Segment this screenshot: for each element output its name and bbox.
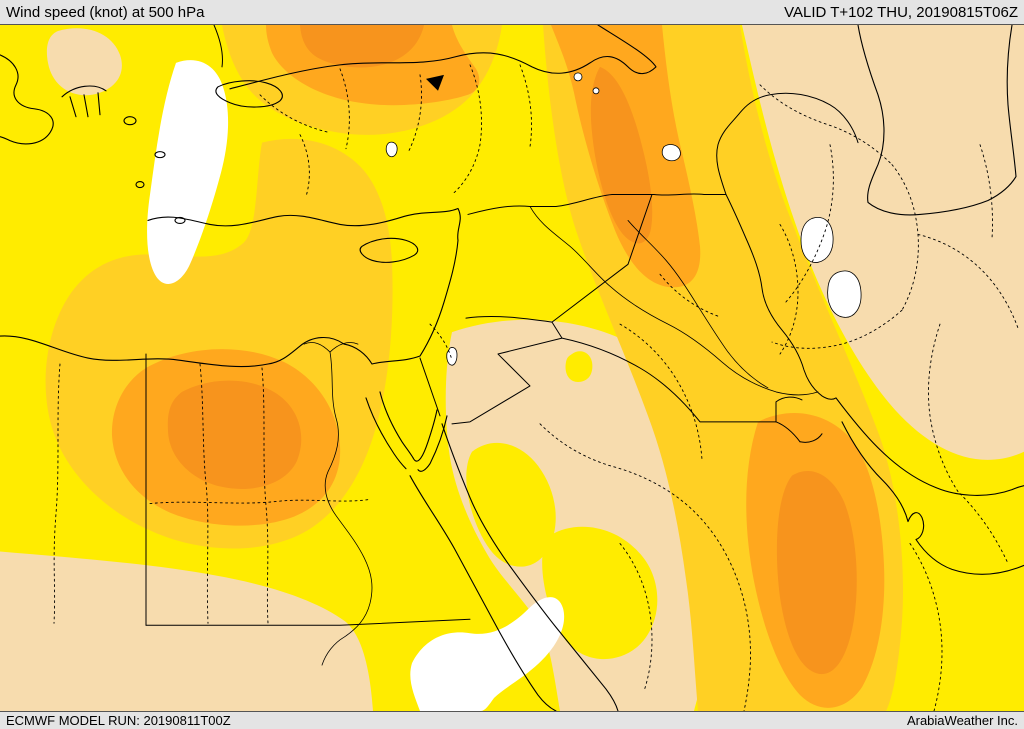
lake-urmia [800, 217, 834, 263]
cyprus-island [359, 237, 419, 263]
aegean-island-3 [135, 180, 145, 189]
coastlines [0, 25, 1024, 711]
dotted-egypt-3 [149, 499, 369, 505]
reservoir-2 [592, 87, 600, 95]
contours-cream [0, 25, 1024, 711]
black-sea-coast [229, 25, 657, 90]
footer-bar: ECMWF MODEL RUN: 20190811T00Z ArabiaWeat… [0, 712, 1024, 729]
dark-lake-marker [426, 74, 444, 91]
dotted-saudi-1 [539, 423, 751, 711]
dotted-saudi-2 [619, 543, 653, 692]
aegean-island-2 [154, 151, 166, 159]
contour-cream-bottomleft [0, 551, 373, 711]
rivers [303, 206, 819, 666]
wind-speed-map-svg [0, 25, 1024, 711]
lake-van [661, 144, 681, 162]
wind-minimum-west-turkey [147, 60, 229, 284]
dotted-iran-5 [917, 233, 1019, 329]
caspian-sea-coast [857, 25, 1017, 216]
map-title: Wind speed (knot) at 500 hPa [6, 3, 205, 21]
tigris-river [627, 220, 769, 389]
iraq-iran-border [725, 194, 837, 400]
euphrates-river [529, 206, 819, 396]
dotted-bottom-right-2 [959, 493, 1009, 564]
nile-delta-branches [303, 342, 359, 353]
lake-tuz [385, 141, 398, 158]
reservoir-1 [573, 72, 583, 82]
wind-minimum-red-sea [410, 597, 565, 711]
contour-yellow-island-1 [466, 442, 556, 567]
contour-deep-orange-top [300, 25, 424, 68]
contours-orange [111, 25, 885, 708]
dotted-iraq-1 [619, 273, 719, 461]
country-borders [145, 25, 859, 626]
weather-map [0, 24, 1024, 712]
persian-gulf-south-coast [841, 421, 1024, 575]
dotted-egypt-1 [199, 363, 209, 624]
mediterranean-coast [0, 207, 461, 368]
turkey-bulgaria-border [213, 25, 223, 68]
syria-iraq-border [551, 194, 653, 323]
nile-river [321, 351, 373, 666]
gulf-of-suez-coast [365, 391, 414, 470]
contours-yellow-islands [466, 351, 658, 660]
contour-cream-topright [742, 25, 1024, 460]
chalkidiki-coast [61, 85, 107, 118]
dotted-iran-4 [771, 309, 903, 349]
aegean-island-4 [174, 216, 186, 224]
contour-deep-orange-left [167, 380, 302, 489]
dotted-turkey-1 [259, 68, 422, 154]
header-bar: Wind speed (knot) at 500 hPa VALID T+102… [0, 0, 1024, 24]
aegean-coast [0, 54, 54, 145]
contour-cream-topleft [46, 28, 122, 96]
turkey-syria-iraq-border [467, 193, 727, 215]
lakes [385, 72, 862, 366]
dotted-iran-8 [779, 223, 799, 355]
saudi-iraq-border [551, 321, 801, 443]
contour-yellow-island-2 [542, 526, 658, 660]
egypt-israel-border [419, 357, 441, 417]
dotted-iran-3 [783, 144, 834, 305]
dotted-turkey-2 [299, 64, 532, 197]
admin-borders-dotted [53, 64, 1019, 711]
contours-wind-minimum [147, 60, 565, 711]
dotted-iran-6 [928, 323, 959, 493]
contour-deep-orange-bottom-right [776, 471, 857, 675]
persian-gulf-north-coast [835, 397, 1024, 496]
dotted-bottom-right-1 [909, 543, 943, 711]
kuwait-border [775, 396, 823, 443]
contour-yellow-island-3 [565, 351, 593, 382]
provider-label: ArabiaWeather Inc. [906, 713, 1018, 728]
red-sea-east-coast [441, 423, 619, 711]
valid-time-label: VALID T+102 THU, 20190815T06Z [784, 3, 1018, 21]
dotted-levant-1 [429, 323, 453, 361]
jordan-syria-border [465, 315, 553, 323]
marmara-sea-outline [215, 80, 283, 108]
turkey-iran-border [716, 92, 859, 196]
aegean-island-1 [123, 116, 137, 126]
red-sea-west-coast [409, 475, 557, 711]
jordan-saudi-border [451, 337, 563, 425]
egypt-sudan-border [145, 618, 471, 626]
contour-deep-orange-right-top [590, 66, 653, 244]
model-run-label: ECMWF MODEL RUN: 20190811T00Z [6, 713, 231, 728]
lake-secondary [827, 270, 862, 318]
